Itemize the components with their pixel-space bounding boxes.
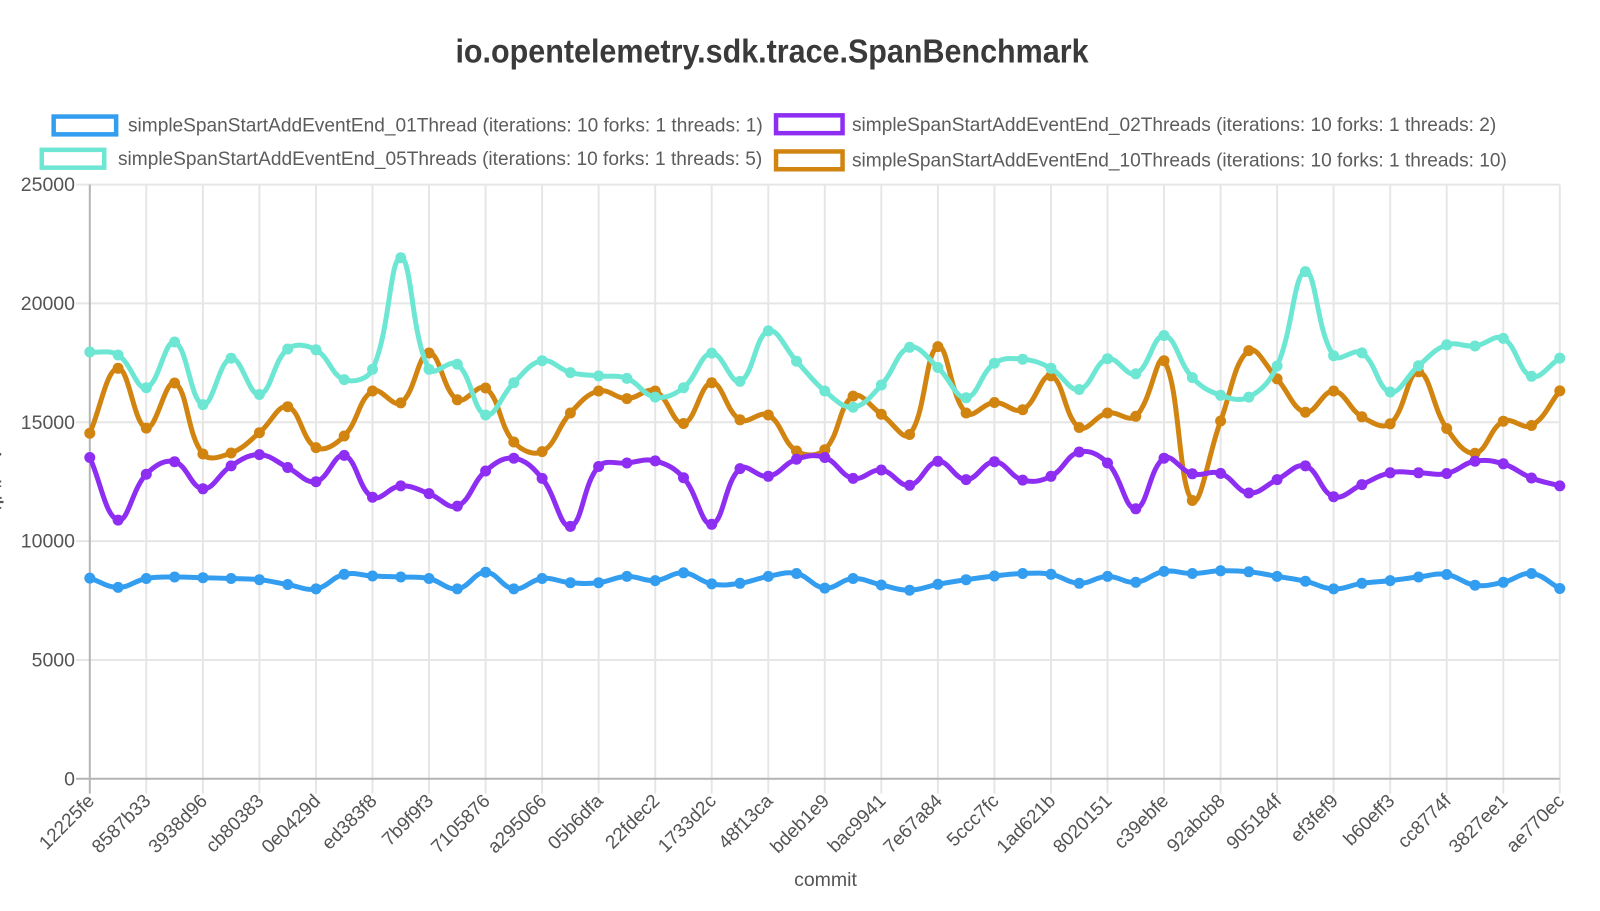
svg-text:simpleSpanStartAddEventEnd_10T: simpleSpanStartAddEventEnd_10Threads (it… (852, 151, 1507, 172)
svg-text:5000: 5000 (32, 650, 76, 672)
svg-text:20000: 20000 (21, 293, 75, 315)
svg-text:10000: 10000 (21, 531, 75, 553)
svg-text:simpleSpanStartAddEventEnd_05T: simpleSpanStartAddEventEnd_05Threads (it… (118, 149, 762, 170)
svg-text:simpleSpanStartAddEventEnd_01T: simpleSpanStartAddEventEnd_01Thread (ite… (128, 116, 763, 137)
svg-text:15000: 15000 (21, 412, 75, 434)
svg-text:io.opentelemetry.sdk.trace.Spa: io.opentelemetry.sdk.trace.SpanBenchmark (455, 32, 1088, 70)
svg-text:0: 0 (64, 768, 75, 790)
svg-text:simpleSpanStartAddEventEnd_02T: simpleSpanStartAddEventEnd_02Threads (it… (852, 115, 1496, 136)
svg-text:25000: 25000 (21, 174, 75, 196)
svg-text:commit: commit (794, 869, 857, 891)
